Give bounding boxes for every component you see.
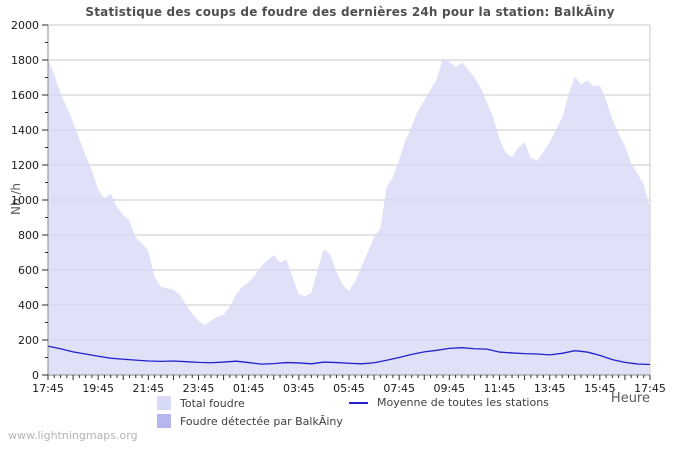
x-tick-label: 07:45 (383, 382, 415, 395)
legend-label-total-foudre: Total foudre (180, 396, 245, 410)
average-line (47, 345, 651, 366)
legend-label-foudre-detectee: Foudre détectée par BalkÃiny (180, 414, 343, 428)
x-tick-label: 05:45 (333, 382, 365, 395)
y-tick-label: 1800 (11, 54, 39, 67)
total-foudre-area (48, 58, 650, 375)
x-tick-label: 01:45 (233, 382, 265, 395)
y-tick-label: 200 (18, 334, 39, 347)
x-tick-label: 15:45 (584, 382, 616, 395)
x-tick-label: 19:45 (82, 382, 114, 395)
foudre-detectee-swatch (157, 414, 171, 428)
x-tick-label: 17:45 (32, 382, 64, 395)
watermark: www.lightningmaps.org (8, 429, 138, 442)
moyenne-line-swatch (349, 401, 368, 404)
x-tick-label: 13:45 (534, 382, 566, 395)
legend-item-foudre-detectee: Foudre détectée par BalkÃiny (157, 414, 343, 428)
y-tick-label: 1000 (11, 194, 39, 207)
x-tick-label: 17:45 (634, 382, 666, 395)
y-tick-label: 1200 (11, 159, 39, 172)
y-tick-label: 1600 (11, 89, 39, 102)
x-tick-label: 23:45 (183, 382, 215, 395)
y-tick-label: 1400 (11, 124, 39, 137)
legend-item-moyenne: Moyenne de toutes les stations (349, 396, 549, 409)
y-tick-label: 600 (18, 264, 39, 277)
total-foudre-swatch (157, 396, 171, 410)
x-tick-label: 21:45 (132, 382, 164, 395)
x-tick-label: 09:45 (433, 382, 465, 395)
legend-item-total-foudre: Total foudre (157, 396, 245, 410)
y-tick-label: 0 (32, 369, 39, 382)
x-tick-label: 03:45 (283, 382, 315, 395)
chart-title: Statistique des coups de foudre des dern… (85, 5, 615, 19)
y-tick-label: 2000 (11, 19, 39, 32)
x-axis-title: Heure (610, 391, 650, 406)
y-tick-label: 400 (18, 299, 39, 312)
x-tick-label: 11:45 (484, 382, 516, 395)
legend-label-moyenne: Moyenne de toutes les stations (377, 396, 549, 409)
y-tick-label: 800 (18, 229, 39, 242)
